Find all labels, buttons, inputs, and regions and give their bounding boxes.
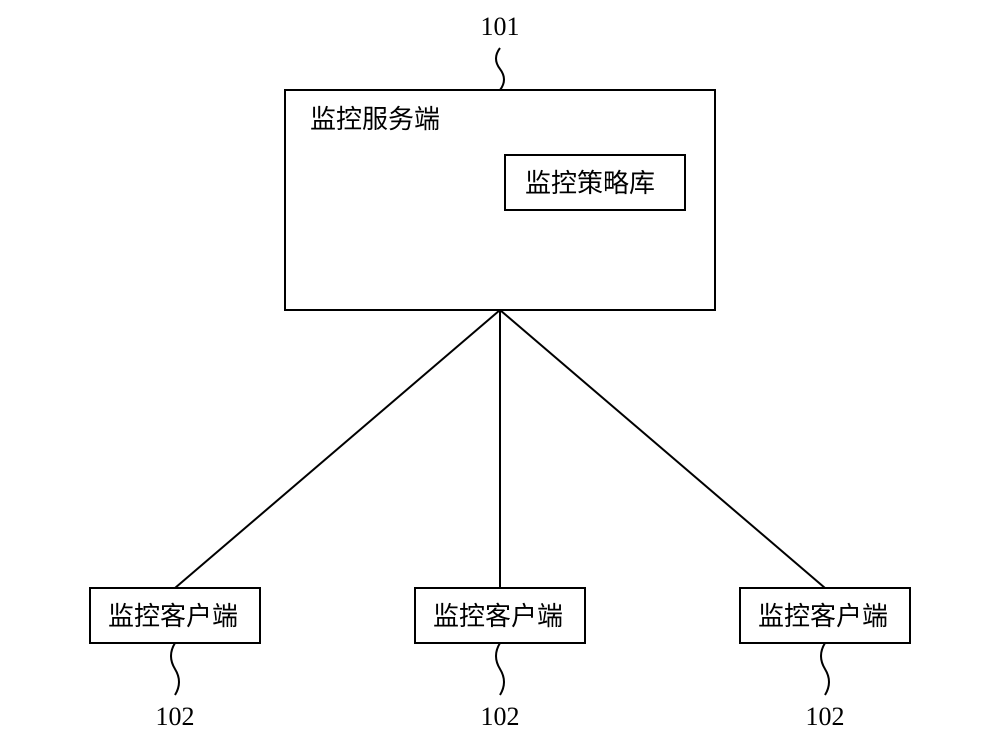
ref-label-101: 101: [481, 12, 520, 41]
architecture-diagram: 101 监控服务端监控策略库监控客户端 监控客户端 监控客户端 102 102 102: [0, 0, 1000, 748]
ref-label-102-0: 102: [156, 702, 195, 731]
ref-label-102-1: 102: [481, 702, 520, 731]
client-box-label-2: 监控客户端: [758, 602, 888, 631]
client-box-label-0: 监控客户端: [108, 602, 238, 631]
policy-library-label: 监控策略库: [525, 169, 655, 198]
client-box-label-1: 监控客户端: [433, 602, 563, 631]
ref-label-102-2: 102: [806, 702, 845, 731]
server-box-title: 监控服务端: [310, 105, 440, 134]
